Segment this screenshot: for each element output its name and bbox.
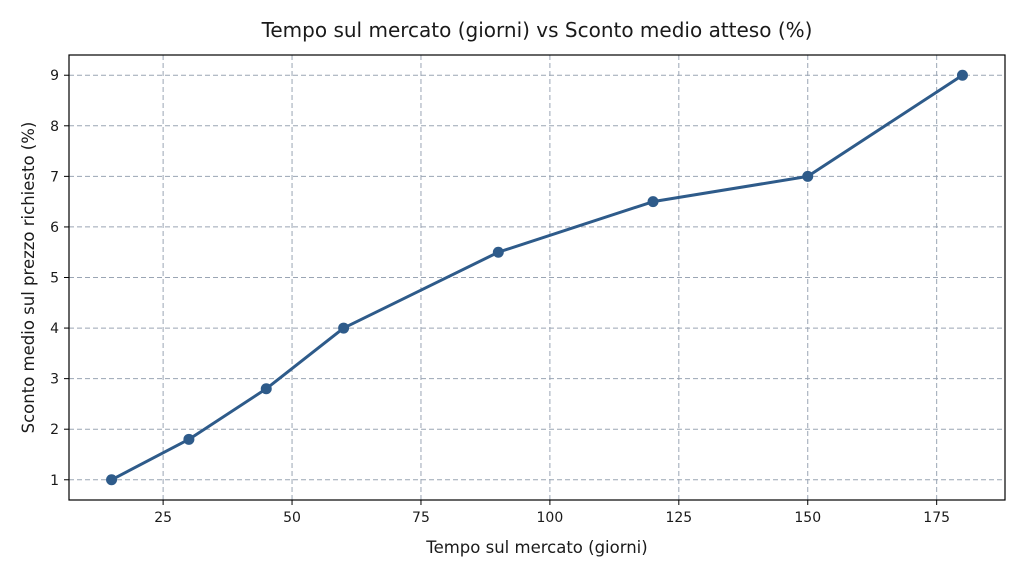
data-point: [183, 433, 195, 445]
data-series: [106, 69, 968, 486]
chart-title: Tempo sul mercato (giorni) vs Sconto med…: [261, 18, 813, 42]
data-point: [956, 69, 968, 81]
y-tick-label: 9: [50, 68, 59, 84]
x-axis-label: Tempo sul mercato (giorni): [425, 538, 647, 557]
y-axis-label: Sconto medio sul prezzo richiesto (%): [19, 122, 38, 434]
data-point: [647, 196, 659, 208]
x-tick-label: 50: [283, 510, 301, 526]
y-tick-label: 8: [50, 119, 59, 135]
x-tick-label: 150: [794, 510, 821, 526]
data-point: [802, 170, 814, 182]
x-tick-label: 125: [665, 510, 692, 526]
data-point: [492, 246, 504, 258]
x-tick-label: 100: [537, 510, 564, 526]
y-tick-label: 5: [50, 271, 59, 287]
y-tick-label: 4: [50, 321, 59, 337]
plot-frame: [68, 54, 1006, 501]
x-tick-label: 75: [412, 510, 430, 526]
axis-ticks: 25 50 75 100 125 150 175 1 2 3 4 5 6 7 8 9: [50, 68, 950, 526]
y-tick-label: 2: [50, 422, 59, 438]
y-tick-label: 6: [50, 220, 59, 236]
data-point: [338, 322, 350, 334]
x-tick-label: 25: [154, 510, 172, 526]
series-line: [110, 73, 964, 482]
y-tick-label: 1: [50, 473, 59, 489]
data-point: [260, 383, 272, 395]
y-tick-label: 3: [50, 372, 59, 388]
data-point: [106, 474, 118, 486]
grid-lines: [69, 55, 1005, 500]
y-tick-label: 7: [50, 169, 59, 185]
x-tick-label: 175: [923, 510, 950, 526]
